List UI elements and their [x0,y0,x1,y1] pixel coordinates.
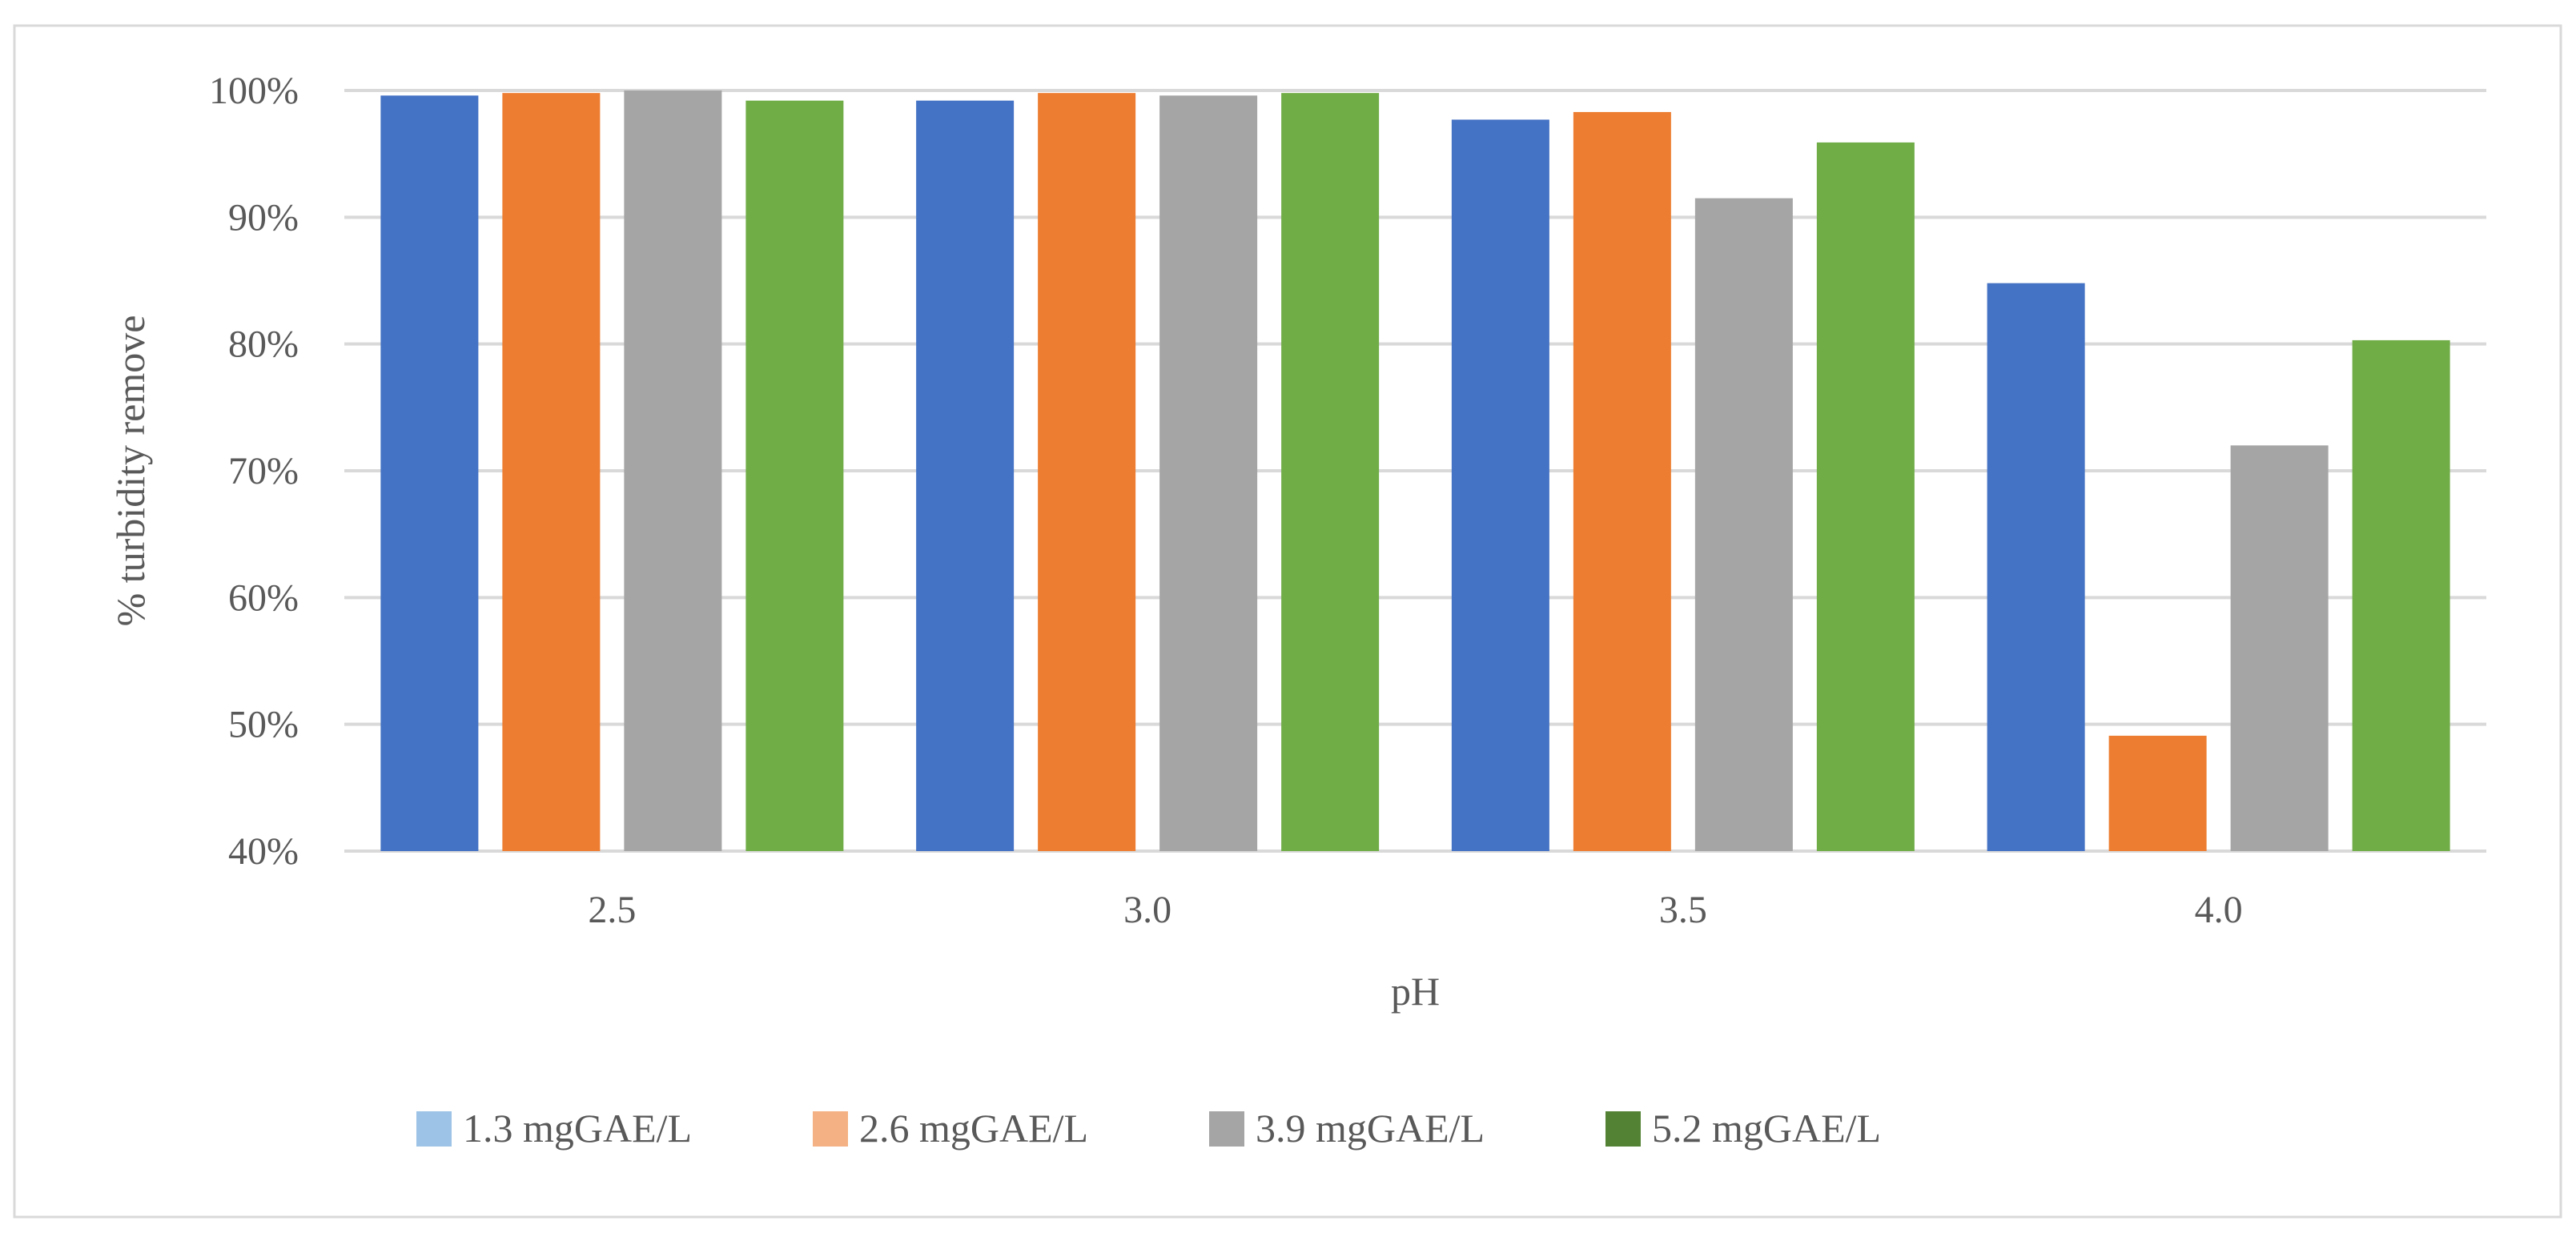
bar-2-6-ph-4-0 [2108,735,2207,851]
y-tick-label: 70% [228,450,299,492]
y-tick-label: 50% [228,704,299,746]
y-axis-title: % turbidity remove [108,315,153,627]
y-tick-label: 90% [228,196,299,239]
bar-5-2-ph-4-0 [2352,339,2450,852]
legend-swatch [1209,1111,1244,1147]
bar-1-3-ph-3-0 [916,100,1015,851]
y-tick-label: 40% [228,830,299,873]
bar-1-3-ph-3-5 [1451,119,1549,851]
bar-3-9-ph-3-5 [1694,198,1793,852]
x-tick-label: 4.0 [2195,889,2243,931]
bar-5-2-ph-2-5 [745,100,844,851]
bar-5-2-ph-3-5 [1816,142,1915,851]
legend: 1.3 mgGAE/L 2.6 mgGAE/L 3.9 mgGAE/L 5.2 mgG… [416,1106,1881,1151]
x-tick-label: 2.5 [588,889,636,931]
bar-3-9-ph-3-0 [1159,95,1258,852]
legend-label: 3.9 mgGAE/L [1256,1106,1485,1151]
x-tick-label: 3.5 [1659,889,1707,931]
legend-label: 1.3 mgGAE/L [463,1106,692,1151]
bar-2-6-ph-3-0 [1038,93,1136,851]
y-tick-label: 60% [228,576,299,619]
legend-swatch [416,1111,452,1147]
bar-2-6-ph-3-5 [1573,111,1671,851]
bar-3-9-ph-4-0 [2230,445,2329,851]
x-axis-title: pH [1391,969,1440,1014]
y-tick-label: 100% [209,70,299,112]
bar-1-3-ph-4-0 [1987,283,2085,852]
y-tick-label: 80% [228,323,299,366]
x-tick-label: 3.0 [1123,889,1171,931]
bar-3-9-ph-2-5 [624,90,722,851]
legend-label: 5.2 mgGAE/L [1652,1106,1881,1151]
legend-swatch [813,1111,848,1147]
legend-swatch [1605,1111,1641,1147]
bar-2-6-ph-2-5 [502,93,601,851]
x-axis-ticks: 2.5 3.0 3.5 4.0 [588,889,2242,931]
bar-1-3-ph-2-5 [380,95,479,852]
y-axis-ticks: 40% 50% 60% 70% 80% 90% 100% [209,70,299,873]
bar-5-2-ph-3-0 [1281,93,1380,851]
legend-label: 2.6 mgGAE/L [859,1106,1088,1151]
bars [380,90,2450,852]
